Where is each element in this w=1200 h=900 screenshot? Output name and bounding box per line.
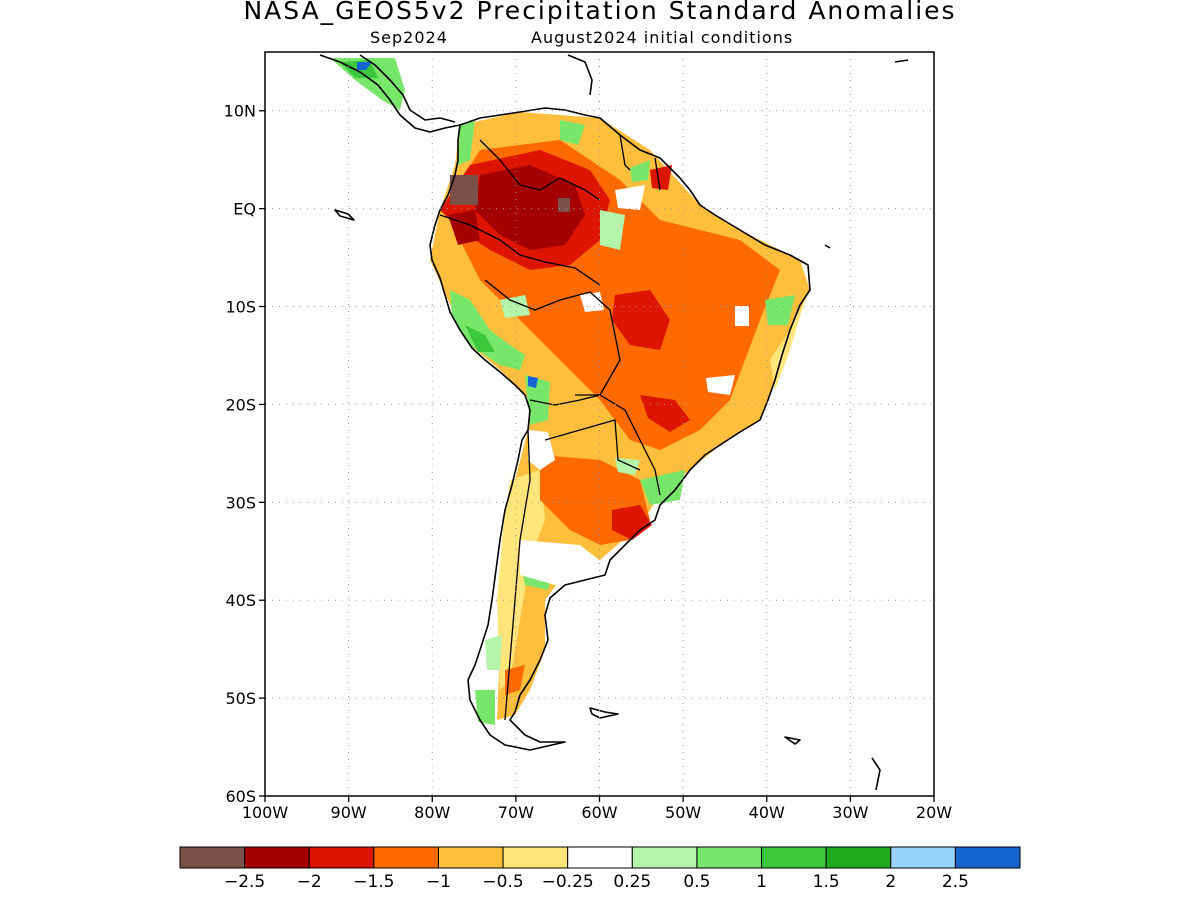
national-border	[504, 429, 531, 721]
anomaly-region	[580, 292, 604, 312]
anomaly-region	[615, 185, 645, 210]
initial-conditions: August2024 initial conditions	[531, 28, 794, 47]
lat-tick-label: 50S	[225, 689, 256, 708]
anomaly-region	[465, 325, 495, 352]
lon-tick-label: 50W	[665, 803, 701, 822]
national-border	[484, 279, 621, 396]
colorbar-label: 1.5	[813, 872, 840, 892]
south-america-coastline	[429, 107, 811, 751]
anomaly-region	[560, 120, 585, 145]
anomaly-region	[600, 210, 625, 250]
colorbar-label: −2	[297, 872, 322, 892]
lon-tick-label: 60W	[581, 803, 617, 822]
colorbar-swatch	[696, 846, 763, 869]
colorbar-label: −1.5	[353, 872, 394, 892]
anomaly-fields	[330, 58, 810, 725]
anomaly-region	[505, 665, 525, 695]
anomaly-region	[520, 540, 612, 590]
anomaly-region	[640, 395, 690, 432]
colorbar-swatch	[825, 846, 892, 869]
anomaly-region	[525, 375, 550, 425]
anomaly-region	[485, 635, 502, 670]
anomaly-region	[630, 160, 650, 182]
colorbar-label: 0.5	[683, 872, 710, 892]
colorbar: −2.5 −2 −1.5 −1 −0.5 −0.25 0.25 0.5 1 1.5 2 2.5	[179, 846, 1021, 892]
colorbar-swatch	[954, 846, 1021, 869]
anomaly-region	[475, 165, 585, 250]
anomaly-region	[650, 165, 672, 190]
island-coastline	[871, 757, 881, 791]
lon-tick-label: 90W	[331, 803, 367, 822]
anomaly-region	[528, 430, 555, 470]
chart-title: NASA_GEOS5v2 Precipitation Standard Anom…	[243, 0, 957, 25]
central-america-coastline	[359, 54, 456, 123]
national-border	[439, 214, 601, 286]
lon-tick-label: 30W	[832, 803, 868, 822]
anomaly-region	[500, 295, 530, 318]
island-coastline	[824, 244, 831, 249]
lat-tick-label: 60S	[225, 787, 256, 806]
colorbar-swatch	[308, 846, 375, 869]
anomaly-region	[612, 505, 652, 540]
lon-tick-label: 40W	[749, 803, 785, 822]
colorbar-label: 0.25	[613, 872, 651, 892]
lat-tick-label: 30S	[225, 493, 256, 512]
anomaly-region	[450, 290, 525, 370]
lat-tick-label: 10S	[225, 298, 256, 317]
national-border	[544, 419, 641, 471]
lat-tick-label: 40S	[225, 591, 256, 610]
anomaly-region	[458, 120, 475, 165]
national-border	[479, 139, 601, 201]
anomaly-region	[706, 375, 735, 395]
anomaly-region	[558, 198, 570, 212]
colorbar-swatch	[373, 846, 439, 869]
colorbar-swatch	[502, 846, 569, 869]
colorbar-label: −1	[426, 872, 451, 892]
lon-tick-label: 100W	[242, 803, 289, 822]
lat-tick-label: EQ	[233, 200, 256, 219]
colorbar-label: −0.25	[542, 872, 594, 892]
colorbar-label: 1	[756, 872, 767, 892]
coastlines	[319, 54, 909, 791]
colorbar-swatch	[437, 846, 504, 869]
central-america-coastline	[319, 54, 461, 133]
colorbar-swatch	[890, 846, 956, 869]
colorbar-swatch	[179, 846, 246, 869]
national-border	[654, 157, 661, 191]
colorbar-swatch	[244, 846, 310, 869]
anomaly-region	[357, 62, 372, 70]
anomaly-region	[615, 458, 640, 475]
lon-tick-label: 80W	[414, 803, 450, 822]
colorbar-swatch	[567, 846, 633, 869]
anomaly-region	[475, 690, 495, 725]
lat-tick-label: 20S	[225, 395, 256, 414]
island-coastline	[784, 736, 801, 745]
lat-tick-label: 10N	[224, 102, 256, 121]
national-border	[619, 134, 631, 171]
anomaly-region	[497, 470, 545, 690]
anomaly-region	[612, 290, 670, 350]
lon-tick-label: 20W	[916, 803, 952, 822]
colorbar-label: 2.5	[942, 872, 969, 892]
anomaly-region	[450, 175, 478, 205]
colorbar-label: 2	[885, 872, 896, 892]
graticule	[265, 52, 934, 796]
caribbean-coastline	[567, 54, 593, 96]
anomaly-region	[765, 295, 795, 325]
island-coastline	[894, 59, 909, 63]
lon-tick-label: 70W	[498, 803, 534, 822]
anomaly-region	[735, 306, 749, 326]
colorbar-swatch	[631, 846, 698, 869]
island-coastline	[334, 209, 355, 221]
anomaly-region	[448, 210, 480, 245]
forecast-month: Sep2024	[370, 28, 448, 47]
island-coastline	[589, 707, 619, 719]
colorbar-label: −0.5	[482, 872, 523, 892]
colorbar-swatch	[761, 846, 827, 869]
anomaly-region	[640, 470, 685, 505]
colorbar-label: −2.5	[224, 872, 265, 892]
anomaly-region	[528, 376, 538, 388]
